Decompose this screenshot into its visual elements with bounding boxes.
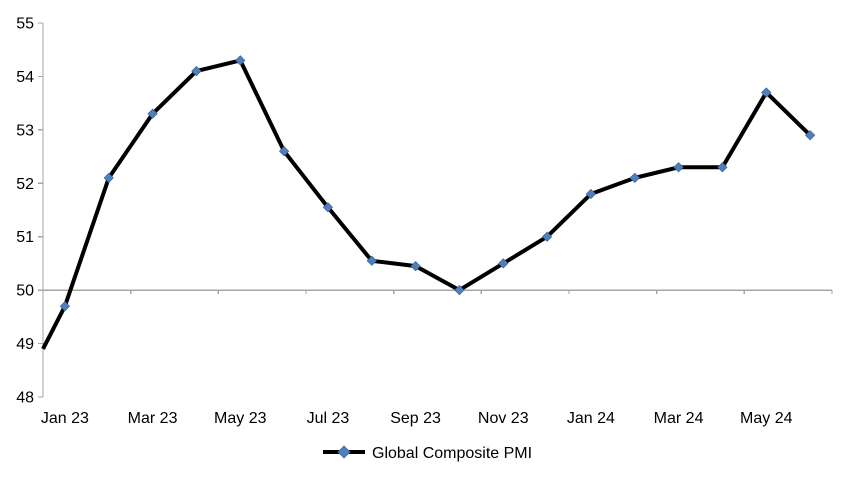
data-point-marker	[541, 231, 553, 242]
data-point-marker	[147, 108, 158, 119]
y-tick-label: 48	[16, 390, 34, 407]
y-tick-label: 55	[16, 16, 34, 33]
data-point-marker	[235, 55, 246, 66]
x-tick-label: Jan 24	[567, 410, 615, 427]
data-point-marker	[278, 146, 290, 157]
data-point-marker	[366, 255, 377, 266]
data-point-marker	[454, 284, 465, 296]
y-tick-label: 54	[16, 69, 34, 86]
y-tick-label: 51	[16, 229, 34, 246]
x-tick-label: Jan 23	[41, 410, 89, 427]
data-point-marker	[673, 162, 684, 173]
x-tick-label: May 23	[214, 410, 267, 427]
data-point-marker	[804, 130, 816, 141]
y-tick-label: 50	[16, 283, 34, 300]
y-tick-label: 49	[16, 336, 34, 353]
y-tick-label: 52	[16, 176, 34, 193]
series-line	[41, 58, 812, 350]
x-tick-label: Sep 23	[390, 410, 441, 427]
data-point-marker	[103, 172, 114, 184]
data-point-marker	[761, 87, 772, 98]
data-point-marker	[717, 162, 728, 173]
legend-label: Global Composite PMI	[372, 445, 532, 462]
y-tick-label: 53	[16, 122, 34, 139]
legend: Global Composite PMI	[323, 445, 532, 462]
data-point-marker	[410, 260, 421, 272]
x-tick-label: Mar 24	[654, 410, 704, 427]
x-tick-label: Nov 23	[478, 410, 529, 427]
data-point-marker	[498, 258, 509, 269]
x-tick-label: May 24	[740, 410, 793, 427]
data-point-marker	[322, 202, 334, 213]
x-tick-label: Jul 23	[307, 410, 350, 427]
legend-diamond-icon	[337, 445, 351, 459]
series-global-composite-pmi	[41, 55, 816, 350]
data-point-marker	[59, 301, 71, 312]
data-point-marker	[191, 65, 202, 77]
x-tick-label: Mar 23	[128, 410, 178, 427]
y-axis: 48 49 50 51 52 53 54 55	[16, 16, 44, 407]
data-point-marker	[585, 188, 597, 200]
x-axis: Jan 23 Mar 23 May 23 Jul 23 Sep 23 Nov 23 Jan …	[41, 289, 833, 427]
data-point-marker	[629, 172, 640, 184]
